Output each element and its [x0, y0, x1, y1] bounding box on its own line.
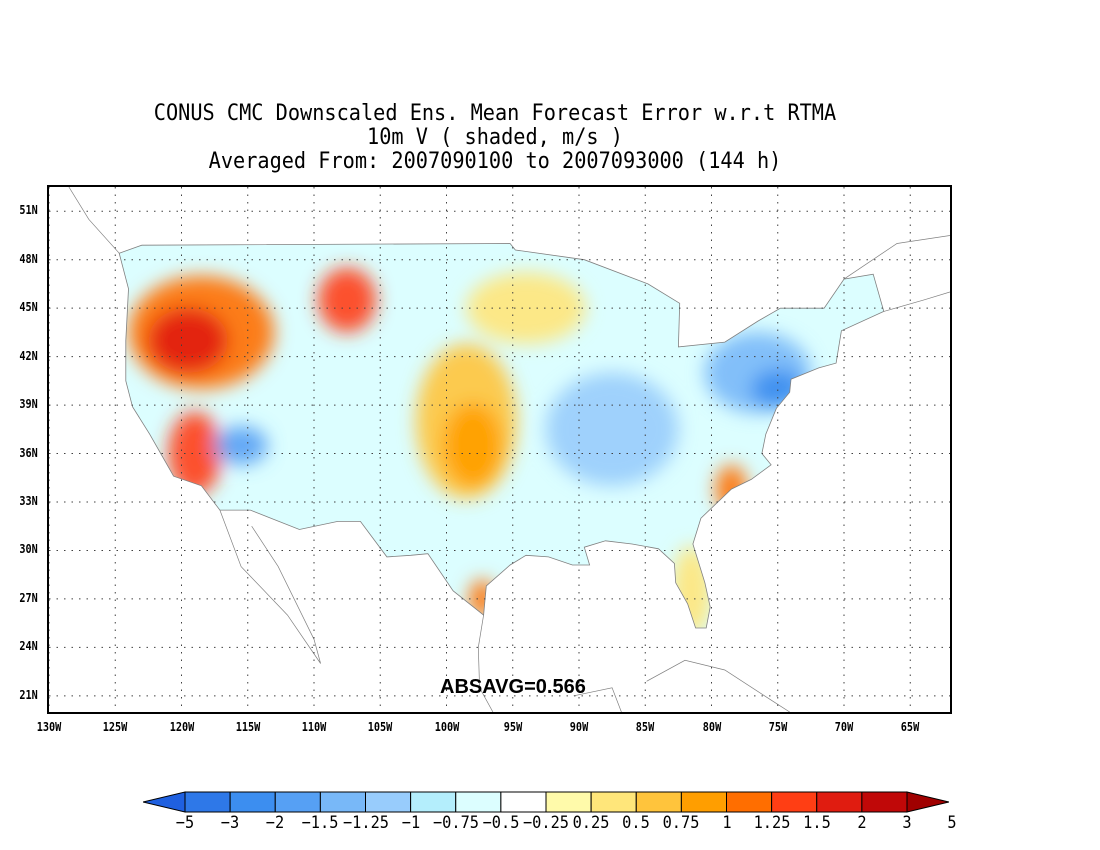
conus-outline: [118, 243, 885, 629]
lon-tick-label: 95W: [503, 720, 522, 734]
colorbar-low-arrow: [143, 791, 186, 813]
colorbar-tick-label: −1.5: [301, 813, 339, 833]
colorbar-tick-label: 1: [721, 813, 732, 833]
field-region-lakes-warm: [466, 272, 586, 344]
cuba-coast: [646, 659, 790, 712]
lon-tick-label: 80W: [702, 720, 721, 734]
colorbar-box: [365, 791, 412, 813]
map-field: [49, 187, 950, 712]
colorbar-tick-label: 0.25: [572, 813, 610, 833]
lat-tick-label: 45N: [19, 300, 38, 315]
colorbar-tick-label: −3: [220, 813, 240, 833]
colorbar-box: [274, 791, 321, 813]
colorbar-tick-label: 5: [947, 813, 957, 833]
lon-tick-label: 85W: [636, 720, 655, 734]
yucatan-coast: [573, 687, 622, 712]
colorbar-box: [455, 791, 502, 813]
map-frame: [47, 185, 952, 714]
baja-coast: [219, 509, 321, 664]
colorbar-tick-label: −0.25: [522, 813, 570, 833]
colorbar-box: [184, 791, 231, 813]
colorbar-box: [861, 791, 908, 813]
lat-tick-label: 30N: [19, 542, 38, 557]
lon-tick-label: 105W: [367, 720, 393, 734]
lat-tick-label: 36N: [19, 445, 38, 460]
lon-tick-label: 90W: [569, 720, 589, 734]
lat-tick-label: 51N: [19, 203, 38, 218]
colorbar-box: [635, 791, 682, 813]
colorbar-box: [500, 791, 547, 813]
lat-tick-label: 48N: [19, 251, 38, 266]
lat-tick-label: 21N: [19, 687, 38, 702]
colorbar-box: [590, 791, 637, 813]
colorbar-tick-label: 1.5: [802, 813, 831, 833]
field-region-plains-hot: [443, 403, 503, 488]
lon-tick-label: 75W: [768, 720, 787, 734]
lat-tick-label: 42N: [19, 348, 38, 363]
colorbar-box: [726, 791, 773, 813]
colorbar-tick-label: −0.75: [432, 813, 479, 833]
colorbar-box: [319, 791, 366, 813]
colorbar-tick-label: −2: [266, 813, 285, 833]
lat-tick-label: 27N: [19, 590, 38, 605]
absavg-annotation: ABSAVG=0.566: [440, 676, 586, 698]
title-line-3: Averaged From: 2007090100 to 2007093000 …: [208, 149, 782, 174]
colorbar-tick-label: −1: [401, 813, 420, 833]
colorbar-tick-label: 2: [857, 813, 867, 833]
st-lawrence-coast: [843, 235, 950, 280]
colorbar-tick-label: −1.25: [342, 813, 389, 833]
lon-tick-label: 115W: [235, 720, 261, 734]
lon-tick-label: 110W: [301, 720, 327, 734]
field-region-nevada-cool: [214, 426, 268, 465]
lat-tick-label: 33N: [19, 494, 38, 508]
colorbar-box: [680, 791, 727, 813]
colorbar-box: [229, 791, 276, 813]
colorbar-box: [545, 791, 592, 813]
lon-tick-label: 130W: [36, 720, 62, 734]
lat-tick-label: 24N: [19, 639, 38, 654]
field-region-florida-warm: [671, 545, 712, 628]
lon-tick-label: 70W: [834, 720, 854, 734]
colorbar-tick-label: 0.75: [662, 813, 700, 833]
lon-tick-label: 100W: [434, 720, 459, 734]
colorbar-tick-label: 1.25: [753, 813, 791, 833]
maritime-coast: [883, 291, 950, 312]
colorbar-box: [410, 791, 457, 813]
colorbar-tick-label: −5: [175, 813, 195, 833]
field-region-northwest-hot: [148, 308, 228, 373]
colorbar-box: [816, 791, 863, 813]
field-region-midwest-cool: [545, 372, 679, 486]
mexico-gulf-coast: [477, 615, 494, 712]
colorbar-high-arrow: [906, 791, 949, 813]
colorbar-box: [771, 791, 818, 813]
bc-coast: [68, 187, 120, 254]
lon-tick-label: 120W: [169, 720, 194, 734]
colorbar-tick-label: 3: [902, 813, 912, 833]
lat-tick-label: 39N: [19, 397, 38, 412]
colorbar-tick-label: −0.5: [482, 813, 520, 833]
shaded-field: [119, 243, 884, 628]
title-line-2: 10m V ( shaded, m/s ): [367, 125, 623, 150]
lon-tick-label: 125W: [102, 720, 128, 734]
field-region-california-hot: [168, 411, 222, 496]
colorbar-tick-label: 0.5: [622, 813, 651, 833]
field-region-montana-warm: [317, 267, 377, 333]
colorbar: [143, 791, 949, 813]
lon-tick-label: 65W: [901, 720, 920, 734]
title-line-1: CONUS CMC Downscaled Ens. Mean Forecast …: [153, 101, 837, 126]
